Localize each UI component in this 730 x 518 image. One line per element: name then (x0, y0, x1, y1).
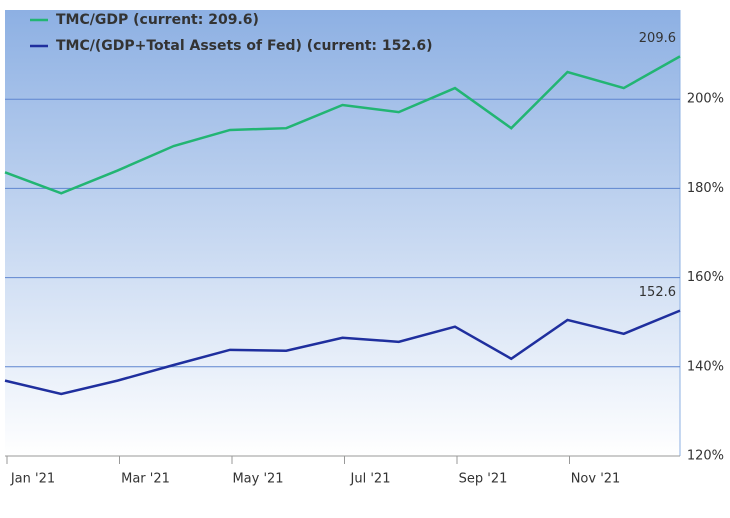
y-tick-label: 120% (687, 449, 724, 464)
x-tick-label: Mar '21 (121, 472, 170, 487)
x-tick-label: May '21 (232, 472, 283, 487)
series-line (4, 55, 681, 195)
plot-area (5, 10, 680, 456)
x-tick-label: Sep '21 (459, 472, 508, 487)
y-tick-label: 160% (687, 270, 724, 285)
y-tick-label: 200% (687, 92, 724, 107)
series-line (4, 309, 681, 396)
y-tick-label: 180% (687, 181, 724, 196)
end-label: 152.6 (639, 285, 676, 300)
x-tick-label: Nov '21 (571, 472, 621, 487)
legend-label: TMC/(GDP+Total Assets of Fed) (current: … (56, 38, 433, 54)
x-tick-label: Jan '21 (10, 472, 55, 487)
legend-label: TMC/GDP (current: 209.6) (56, 12, 259, 28)
end-label: 209.6 (639, 31, 676, 46)
x-tick-label: Jul '21 (350, 472, 391, 487)
y-tick-label: 140% (687, 359, 724, 374)
